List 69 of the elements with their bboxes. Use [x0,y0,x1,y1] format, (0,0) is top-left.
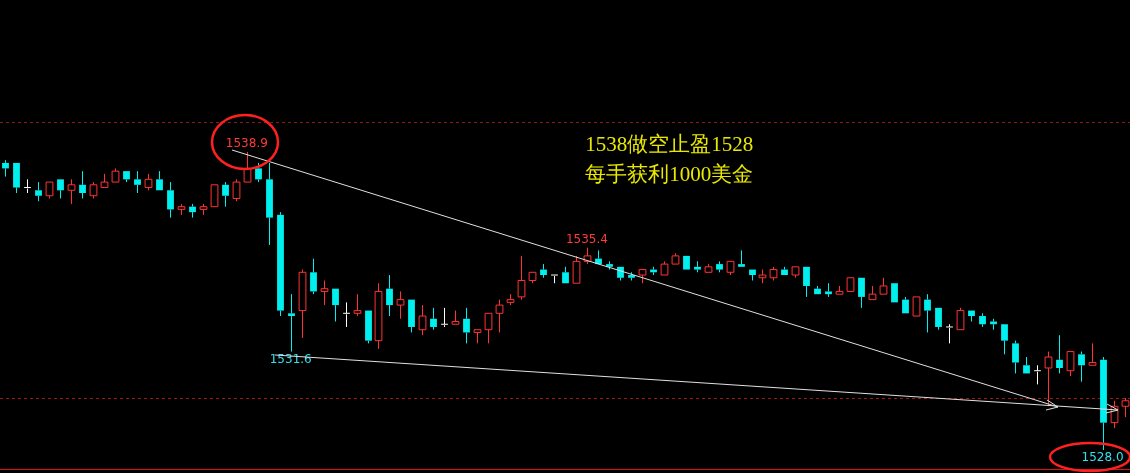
candlestick [1078,351,1085,383]
candlestick [35,181,42,202]
candlestick [396,290,405,320]
candlestick [310,258,317,295]
candlestick [57,179,64,199]
candlestick [562,266,569,284]
candlestick [277,211,284,317]
candlestick [902,296,909,314]
candlestick [67,178,76,205]
candlestick [1023,356,1030,374]
candlestick [473,329,482,344]
candlestick [540,263,547,279]
candlestick [835,285,844,295]
candlestick [1033,364,1042,385]
candlestick [924,293,931,333]
candlestick [517,255,526,301]
candlestick [484,312,493,344]
annotation: 1538.9 [225,136,268,151]
candlestick [694,260,701,273]
candlestick [353,293,362,317]
candlestick [868,285,877,301]
candlestick [979,312,986,328]
annotation: 1528.0 [1081,450,1124,465]
candlestick [495,299,504,333]
candlestick [451,310,460,325]
candlestick [13,162,20,194]
candlestick [189,203,196,219]
candlestick [374,282,383,350]
candlestick [79,170,86,199]
candlestick [167,181,174,219]
annotation: 1531.6 [269,351,312,366]
candlestick [266,162,273,246]
candlestick [123,171,130,183]
candlestick [1056,334,1063,374]
annotation: 1535.4 [565,231,608,246]
candlestick [23,178,32,194]
annotation: 1538做空止盈1528 [585,131,754,156]
candlestick [320,280,329,306]
annotation: 每手获利1000美金 [585,161,754,186]
candlestick [430,307,437,331]
candlestick [288,293,295,353]
candlestick [858,277,865,309]
candlestick [408,299,415,333]
candlestick [814,285,821,295]
candlestick [386,274,393,317]
candlestick [825,282,832,298]
candlestick [1066,351,1075,377]
candlestick [134,170,141,194]
candlestick [298,269,307,339]
candlestick [332,288,339,323]
candlestick [749,269,756,281]
candlestick [440,307,449,328]
candlestick [935,307,942,331]
candlestick [222,181,229,208]
candlestick [418,304,427,336]
candlestick [968,310,975,323]
candlestick [463,307,470,344]
candlestick [1088,342,1097,366]
candlestick [803,266,810,298]
candlestick [342,301,351,328]
candlestick [738,249,745,267]
candlestick [716,260,723,273]
candlestick [2,159,9,178]
candlestick [781,266,788,276]
candlestick [1100,356,1107,451]
candlestick [1110,400,1119,429]
candlestick [156,170,163,191]
candlestick [1001,324,1008,355]
candlestick [243,151,252,183]
